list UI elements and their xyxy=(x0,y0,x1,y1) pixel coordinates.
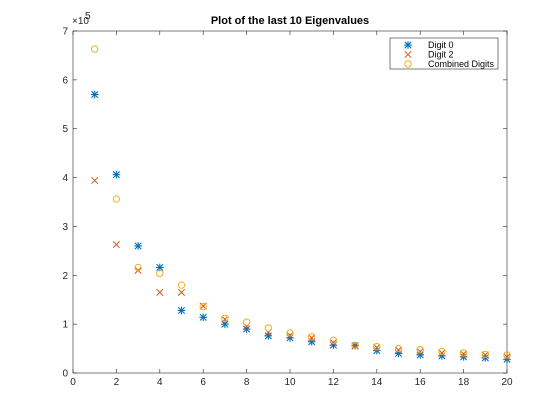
y-tick-label: 7 xyxy=(62,27,68,38)
series-2 xyxy=(91,45,511,359)
x-tick-label: 6 xyxy=(200,377,206,388)
y-tick-label: 3 xyxy=(62,222,68,233)
data-point xyxy=(438,347,446,356)
y-tick-label: 6 xyxy=(62,75,68,86)
y-tick-label: 1 xyxy=(62,320,68,331)
data-point xyxy=(286,331,294,339)
data-point xyxy=(264,324,272,332)
data-point xyxy=(481,350,489,359)
data-point xyxy=(503,353,511,361)
data-point xyxy=(416,347,424,356)
y-tick-label: 5 xyxy=(62,124,68,135)
data-point xyxy=(221,315,229,323)
data-point xyxy=(416,345,424,354)
legend-marker xyxy=(404,50,412,59)
data-point xyxy=(459,349,468,357)
legend-label: Digit 0 xyxy=(428,40,454,50)
data-point xyxy=(394,346,403,354)
x-tick-label: 2 xyxy=(114,377,120,388)
data-point xyxy=(199,302,207,311)
chart-title: Plot of the last 10 Eigenvalues xyxy=(211,15,369,27)
axes xyxy=(72,30,508,374)
data-point xyxy=(394,344,403,353)
x-tick-label: 12 xyxy=(328,377,340,388)
data-point xyxy=(199,313,207,322)
data-point xyxy=(112,195,121,203)
data-point xyxy=(177,281,186,289)
data-point xyxy=(112,240,120,249)
data-point xyxy=(264,332,273,340)
series-1 xyxy=(91,176,511,361)
y-tick-label: 0 xyxy=(62,369,68,380)
data-point xyxy=(112,170,121,179)
data-point xyxy=(373,342,381,351)
data-point xyxy=(329,339,337,347)
series-0 xyxy=(90,90,511,364)
y-tick-label: 2 xyxy=(62,271,68,282)
data-point xyxy=(156,288,164,296)
data-point xyxy=(156,269,164,278)
legend-label: Combined Digits xyxy=(428,59,495,69)
data-point xyxy=(503,351,511,359)
data-marks xyxy=(90,45,511,364)
data-point xyxy=(308,334,316,342)
data-point xyxy=(351,342,359,350)
legend-marker xyxy=(404,60,412,68)
data-point xyxy=(460,350,468,358)
data-point xyxy=(90,90,99,99)
data-point xyxy=(177,288,186,296)
data-point xyxy=(177,306,186,315)
y-exponent-power: 5 xyxy=(85,11,91,22)
x-tick-label: 16 xyxy=(415,377,427,388)
x-tick-label: 4 xyxy=(157,377,163,388)
x-tick-label: 20 xyxy=(501,377,513,388)
data-point xyxy=(438,349,446,357)
data-point xyxy=(134,242,142,250)
plot-frame xyxy=(72,30,508,374)
data-point xyxy=(221,314,229,322)
data-point xyxy=(373,344,381,352)
data-point xyxy=(329,336,338,344)
data-point xyxy=(286,329,294,337)
y-axis-exponent: ×10 5 xyxy=(72,11,91,27)
x-tick-label: 10 xyxy=(284,377,296,388)
x-tick-label: 8 xyxy=(244,377,250,388)
data-point xyxy=(308,333,316,341)
x-tick-label: 14 xyxy=(371,377,383,388)
x-tick-label: 18 xyxy=(458,377,470,388)
data-point xyxy=(242,318,251,326)
y-exponent-base: ×10 xyxy=(72,16,89,27)
legend-marker xyxy=(404,41,412,49)
data-point xyxy=(91,45,99,53)
data-point xyxy=(91,176,99,185)
data-point xyxy=(351,341,359,349)
legend-label: Digit 2 xyxy=(428,50,454,60)
data-point xyxy=(134,263,142,272)
x-tick-label: 0 xyxy=(70,377,76,388)
y-tick-label: 4 xyxy=(62,173,68,184)
